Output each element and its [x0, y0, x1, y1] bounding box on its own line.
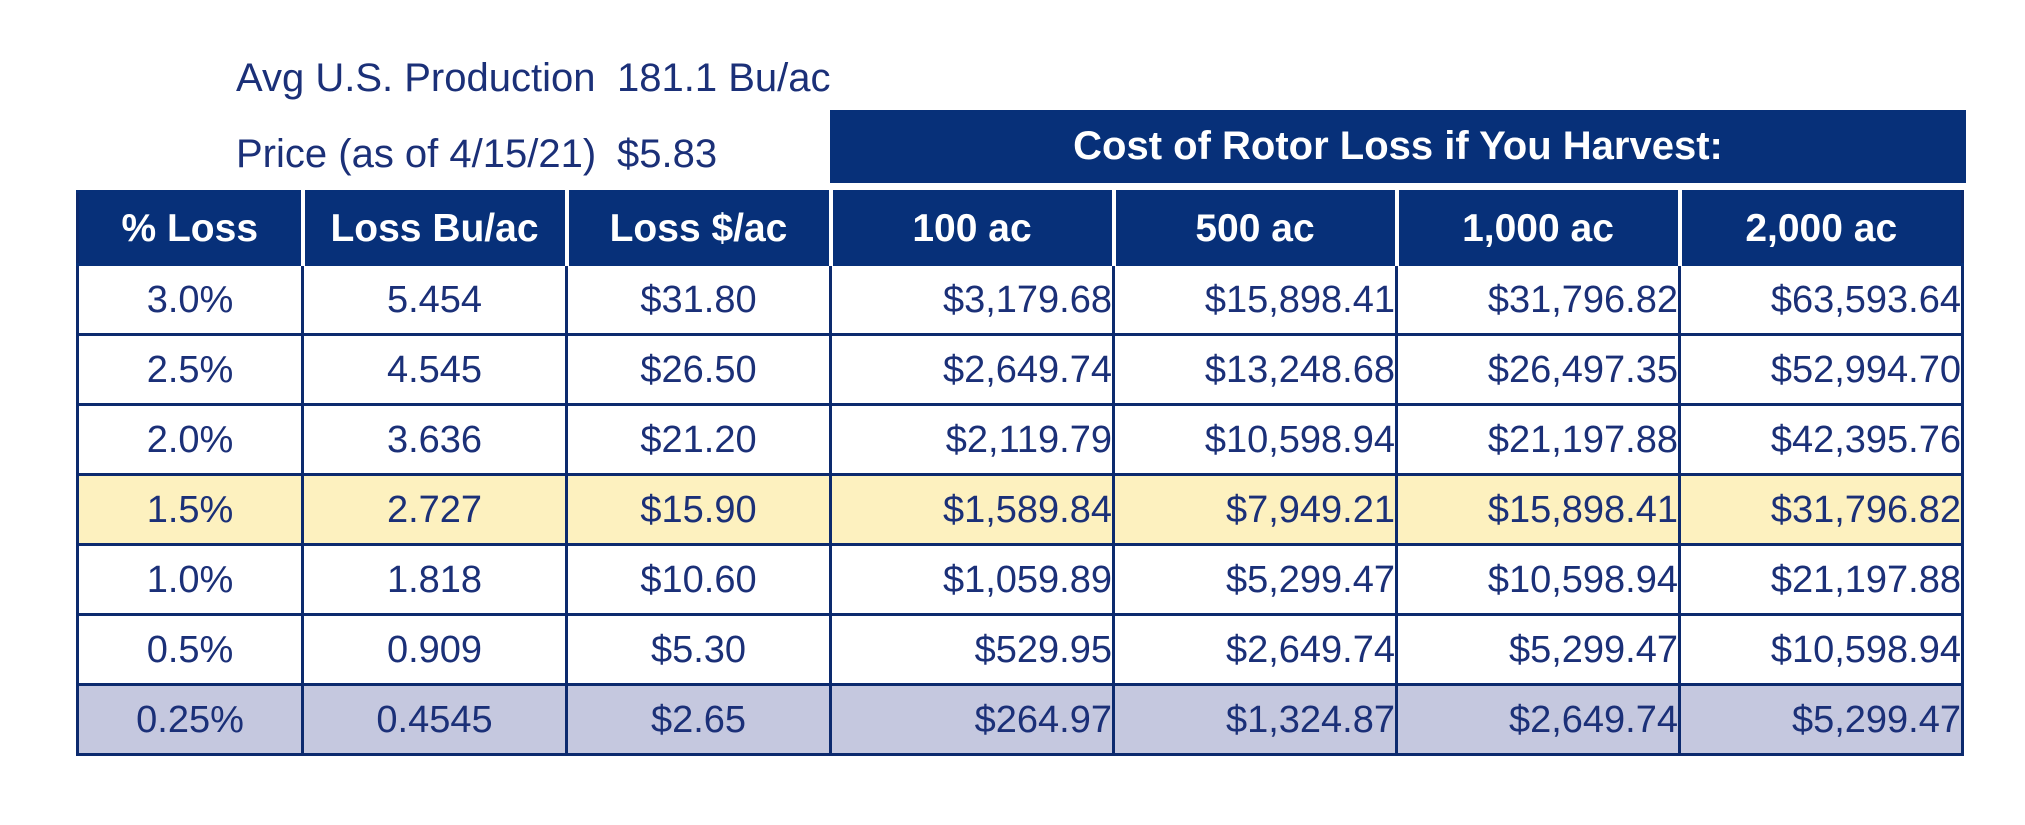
cell-cost-1000-ac: $21,197.88	[1395, 403, 1681, 476]
table-row: 0.5% 0.909 $5.30 $529.95 $2,649.74 $5,29…	[76, 613, 1964, 686]
cell-cost-500-ac: $5,299.47	[1112, 543, 1398, 616]
col-header-2000-ac: 2,000 ac	[1677, 190, 1964, 266]
cell-loss-dollar-ac: $15.90	[565, 473, 832, 546]
cell-cost-100-ac: $1,589.84	[829, 473, 1115, 546]
cell-loss-bu-ac: 2.727	[301, 473, 568, 546]
avg-production-value: 181.1 Bu/ac	[617, 56, 831, 100]
cell-loss-dollar-ac: $21.20	[565, 403, 832, 476]
cell-cost-100-ac: $1,059.89	[829, 543, 1115, 616]
cell-percent-loss: 0.25%	[76, 683, 304, 756]
cell-cost-2000-ac: $5,299.47	[1678, 683, 1964, 756]
cell-percent-loss: 1.5%	[76, 473, 304, 546]
table-header-row: % Loss Loss Bu/ac Loss $/ac 100 ac 500 a…	[76, 190, 1964, 266]
table-row-highlighted: 1.5% 2.727 $15.90 $1,589.84 $7,949.21 $1…	[76, 473, 1964, 546]
cell-loss-dollar-ac: $31.80	[565, 263, 832, 336]
harvest-cost-group-header: Cost of Rotor Loss if You Harvest:	[830, 110, 1966, 183]
cell-cost-500-ac: $10,598.94	[1112, 403, 1398, 476]
cell-cost-1000-ac: $5,299.47	[1395, 613, 1681, 686]
col-header-1000-ac: 1,000 ac	[1394, 190, 1682, 266]
cell-cost-100-ac: $3,179.68	[829, 263, 1115, 336]
cell-cost-500-ac: $13,248.68	[1112, 333, 1398, 406]
cell-loss-bu-ac: 4.545	[301, 333, 568, 406]
price-value: $5.83	[617, 132, 718, 176]
price-label: Price (as of 4/15/21)	[236, 132, 597, 176]
cell-loss-dollar-ac: $2.65	[565, 683, 832, 756]
cell-cost-2000-ac: $63,593.64	[1678, 263, 1964, 336]
cell-cost-500-ac: $15,898.41	[1112, 263, 1398, 336]
cell-cost-2000-ac: $31,796.82	[1678, 473, 1964, 546]
cell-cost-500-ac: $1,324.87	[1112, 683, 1398, 756]
cell-cost-500-ac: $2,649.74	[1112, 613, 1398, 686]
rotor-loss-table: % Loss Loss Bu/ac Loss $/ac 100 ac 500 a…	[76, 190, 1964, 756]
cell-loss-dollar-ac: $26.50	[565, 333, 832, 406]
cell-cost-1000-ac: $10,598.94	[1395, 543, 1681, 616]
table-row: 2.5% 4.545 $26.50 $2,649.74 $13,248.68 $…	[76, 333, 1964, 406]
cell-cost-1000-ac: $26,497.35	[1395, 333, 1681, 406]
cell-cost-1000-ac: $2,649.74	[1395, 683, 1681, 756]
col-header-percent-loss: % Loss	[76, 190, 305, 266]
table-row-highlighted: 0.25% 0.4545 $2.65 $264.97 $1,324.87 $2,…	[76, 683, 1964, 756]
cell-cost-100-ac: $2,119.79	[829, 403, 1115, 476]
table-row: 3.0% 5.454 $31.80 $3,179.68 $15,898.41 $…	[76, 263, 1964, 336]
cell-loss-bu-ac: 1.818	[301, 543, 568, 616]
cell-cost-100-ac: $2,649.74	[829, 333, 1115, 406]
cell-cost-1000-ac: $15,898.41	[1395, 473, 1681, 546]
cell-percent-loss: 3.0%	[76, 263, 304, 336]
cell-loss-dollar-ac: $5.30	[565, 613, 832, 686]
cell-percent-loss: 0.5%	[76, 613, 304, 686]
col-header-loss-dollar-ac: Loss $/ac	[564, 190, 833, 266]
cell-cost-100-ac: $264.97	[829, 683, 1115, 756]
cell-cost-1000-ac: $31,796.82	[1395, 263, 1681, 336]
cell-cost-100-ac: $529.95	[829, 613, 1115, 686]
cell-loss-bu-ac: 3.636	[301, 403, 568, 476]
col-header-loss-bu-ac: Loss Bu/ac	[300, 190, 569, 266]
cell-percent-loss: 2.5%	[76, 333, 304, 406]
cell-cost-2000-ac: $52,994.70	[1678, 333, 1964, 406]
cell-loss-bu-ac: 0.4545	[301, 683, 568, 756]
table-row: 2.0% 3.636 $21.20 $2,119.79 $10,598.94 $…	[76, 403, 1964, 476]
col-header-500-ac: 500 ac	[1111, 190, 1399, 266]
cell-loss-dollar-ac: $10.60	[565, 543, 832, 616]
cell-cost-2000-ac: $42,395.76	[1678, 403, 1964, 476]
cell-cost-500-ac: $7,949.21	[1112, 473, 1398, 546]
cell-percent-loss: 1.0%	[76, 543, 304, 616]
table-row: 1.0% 1.818 $10.60 $1,059.89 $5,299.47 $1…	[76, 543, 1964, 616]
cell-loss-bu-ac: 0.909	[301, 613, 568, 686]
col-header-100-ac: 100 ac	[828, 190, 1116, 266]
cell-cost-2000-ac: $10,598.94	[1678, 613, 1964, 686]
cell-cost-2000-ac: $21,197.88	[1678, 543, 1964, 616]
avg-production-label: Avg U.S. Production	[236, 56, 596, 100]
cell-loss-bu-ac: 5.454	[301, 263, 568, 336]
cell-percent-loss: 2.0%	[76, 403, 304, 476]
